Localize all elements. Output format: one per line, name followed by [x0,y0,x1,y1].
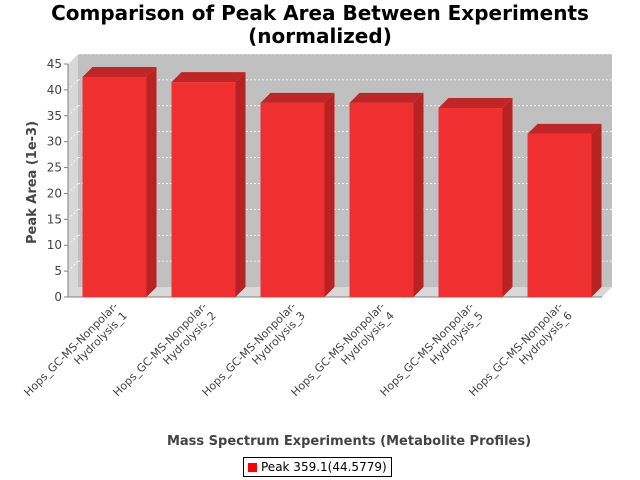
plot-left-wall [68,54,78,297]
bar-top [82,66,157,77]
y-tick-label: 0 [54,290,62,304]
y-tick-label: 45 [47,57,62,71]
bar-side [502,98,513,297]
x-axis-title: Mass Spectrum Experiments (Metabolite Pr… [167,434,531,449]
bar-side [591,123,602,298]
bar-top [438,98,513,109]
chart-title: Comparison of Peak Area Between Experime… [0,2,640,48]
legend: Peak 359.1(44.5779) [243,457,392,477]
y-tick-label: 5 [54,264,62,278]
bar-side [235,72,246,297]
bar [438,108,503,297]
bar-side [146,66,157,297]
bar-top [260,92,335,103]
y-tick-label: 10 [47,238,62,252]
y-tick-label: 30 [47,135,62,149]
bar [527,133,592,297]
bar-side [324,92,335,297]
bar [349,102,414,297]
y-tick-label: 20 [47,186,62,200]
bar [82,76,147,297]
bar-top [527,123,602,134]
y-axis-title: Peak Area (1e-3) [25,121,40,244]
chart-title-line-1: Comparison of Peak Area Between Experime… [51,1,589,25]
chart-title-line-2: (normalized) [248,24,392,48]
legend-label: Peak 359.1(44.5779) [261,460,387,474]
legend-swatch [248,462,257,472]
bar-top [171,72,246,83]
x-tick-label-line: Hops_GC-MS-Nonpolar- [22,300,121,399]
y-tick-label: 25 [47,161,62,175]
y-tick-label: 35 [47,109,62,123]
bar-side [413,92,424,297]
y-tick-label: 40 [47,83,62,97]
bar [260,102,325,297]
y-tick-label: 15 [47,212,62,226]
bar [171,82,236,297]
bar-top [349,92,424,103]
